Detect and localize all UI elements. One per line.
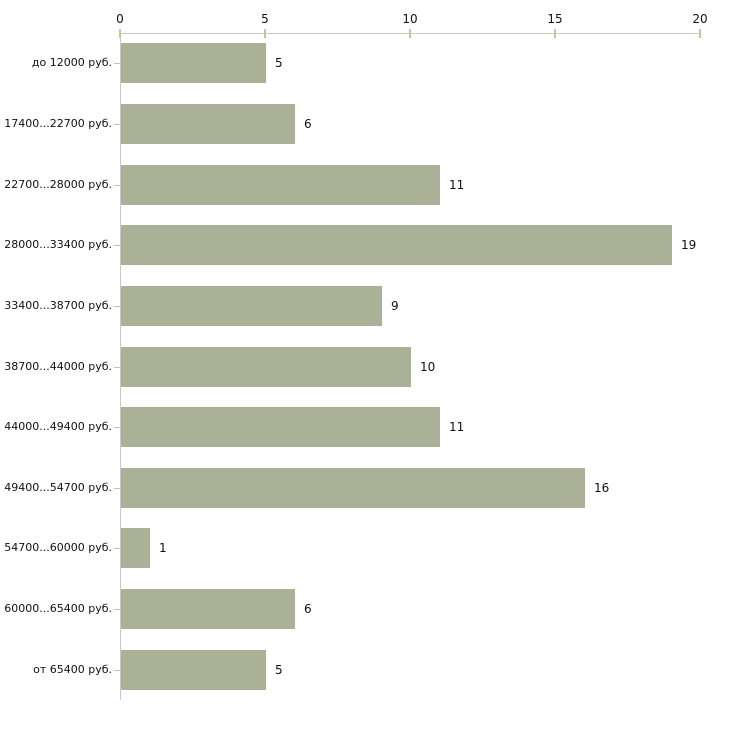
bar [121, 346, 411, 387]
y-axis-line [120, 33, 121, 700]
bar [121, 103, 295, 144]
category-tick-mark [114, 63, 120, 64]
category-tick-mark [114, 124, 120, 125]
value-label: 16 [594, 480, 610, 495]
category-tick-mark [114, 245, 120, 246]
x-tick-label: 10 [402, 12, 418, 26]
value-label: 11 [449, 177, 465, 192]
x-tick-label: 15 [547, 12, 563, 26]
bar [121, 467, 585, 508]
category-tick-mark [114, 185, 120, 186]
x-tick-label: 5 [261, 12, 269, 26]
x-tick-mark [119, 29, 121, 38]
category-label: 54700...60000 руб. [4, 541, 112, 555]
category-tick-mark [114, 427, 120, 428]
category-tick-mark [114, 609, 120, 610]
value-label: 6 [304, 602, 312, 617]
category-label: 38700...44000 руб. [4, 359, 112, 373]
x-tick-mark [409, 29, 411, 38]
bar [121, 285, 382, 326]
bar [121, 528, 150, 569]
category-tick-mark [114, 670, 120, 671]
category-label: 33400...38700 руб. [4, 298, 112, 312]
x-tick-mark [554, 29, 556, 38]
category-tick-mark [114, 548, 120, 549]
category-tick-mark [114, 367, 120, 368]
value-label: 11 [449, 420, 465, 435]
x-tick-label: 20 [692, 12, 708, 26]
category-tick-mark [114, 488, 120, 489]
category-label: 22700...28000 руб. [4, 177, 112, 191]
value-label: 1 [159, 541, 167, 556]
value-label: 5 [275, 56, 283, 71]
category-label: от 65400 руб. [33, 662, 112, 676]
bar [121, 225, 672, 266]
category-label: до 12000 руб. [31, 56, 112, 70]
bar [121, 649, 266, 690]
value-label: 5 [275, 662, 283, 677]
value-label: 9 [391, 298, 399, 313]
value-label: 19 [681, 238, 697, 253]
x-tick-mark [699, 29, 701, 38]
category-label: 44000...49400 руб. [4, 420, 112, 434]
bar [121, 589, 295, 630]
category-label: 49400...54700 руб. [4, 480, 112, 494]
bar [121, 164, 440, 205]
value-label: 6 [304, 116, 312, 131]
value-label: 10 [420, 359, 436, 374]
bar [121, 407, 440, 448]
bar [121, 43, 266, 84]
category-label: 60000...65400 руб. [4, 602, 112, 616]
x-tick-label: 0 [116, 12, 124, 26]
category-label: 28000...33400 руб. [4, 238, 112, 252]
x-tick-mark [264, 29, 266, 38]
category-tick-mark [114, 306, 120, 307]
category-label: 17400...22700 руб. [4, 116, 112, 130]
